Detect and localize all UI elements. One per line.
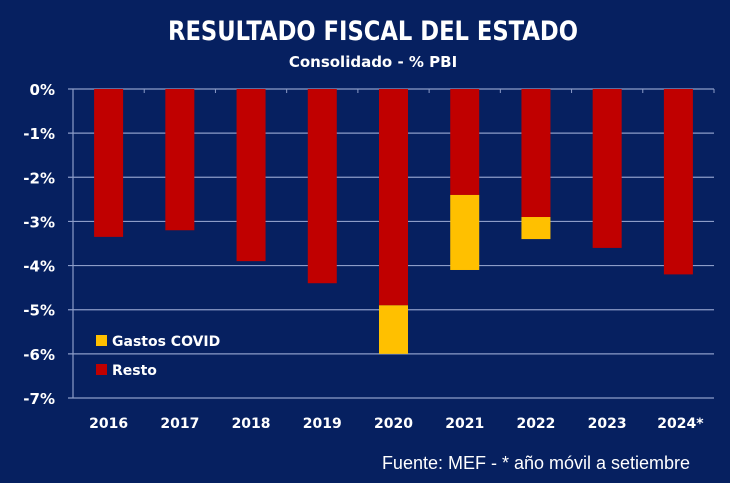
- bar-resto-2016: [94, 89, 124, 237]
- x-tick-label: 2018: [232, 416, 271, 432]
- bar-gastos-covid-2022: [521, 217, 551, 240]
- bar-resto-2023: [592, 89, 622, 248]
- y-tick-label: -1%: [23, 125, 55, 143]
- source-note: Fuente: MEF - * año móvil a setiembre: [382, 453, 690, 473]
- x-axis: 2016 2017 2018 2019 2020 2021 2022 2023 2024*: [89, 416, 704, 432]
- bar-resto-2017: [165, 89, 195, 231]
- y-tick-label: -7%: [23, 390, 55, 408]
- bar-resto-2019: [307, 89, 337, 284]
- bars: [94, 89, 693, 354]
- x-tick-label: 2021: [445, 416, 484, 432]
- y-tick-label: -5%: [23, 302, 55, 320]
- legend-label: Resto: [112, 363, 157, 379]
- x-tick-label: 2020: [374, 416, 413, 432]
- bar-resto-2022: [521, 89, 551, 218]
- legend-swatch: [96, 335, 107, 346]
- y-tick-label: 0%: [30, 81, 55, 99]
- chart-subtitle: Consolidado - % PBI: [289, 53, 457, 71]
- y-axis: 0% -1% -2% -3% -4% -5% -6% -7%: [23, 81, 55, 408]
- bar-gastos-covid-2021: [450, 194, 480, 270]
- y-tick-label: -2%: [23, 169, 55, 187]
- x-tick-label: 2023: [588, 416, 627, 432]
- y-tick-label: -4%: [23, 258, 55, 276]
- x-tick-label: 2024*: [657, 416, 704, 432]
- bar-resto-2021: [450, 89, 480, 195]
- legend-label: Gastos COVID: [112, 334, 220, 350]
- chart-title: RESULTADO FISCAL DEL ESTADO: [168, 16, 578, 47]
- x-tick-label: 2017: [160, 416, 199, 432]
- bar-resto-2018: [236, 89, 266, 262]
- bar-gastos-covid-2020: [379, 305, 408, 354]
- x-tick-label: 2022: [516, 416, 555, 432]
- y-tick-label: -3%: [23, 213, 55, 231]
- bar-resto-2024: [663, 89, 693, 275]
- bar-resto-2020: [379, 89, 408, 306]
- x-tick-label: 2016: [89, 416, 128, 432]
- y-tick-label: -6%: [23, 346, 55, 364]
- legend-swatch: [96, 364, 107, 375]
- x-tick-label: 2019: [303, 416, 342, 432]
- legend: Gastos COVID Resto: [96, 334, 220, 379]
